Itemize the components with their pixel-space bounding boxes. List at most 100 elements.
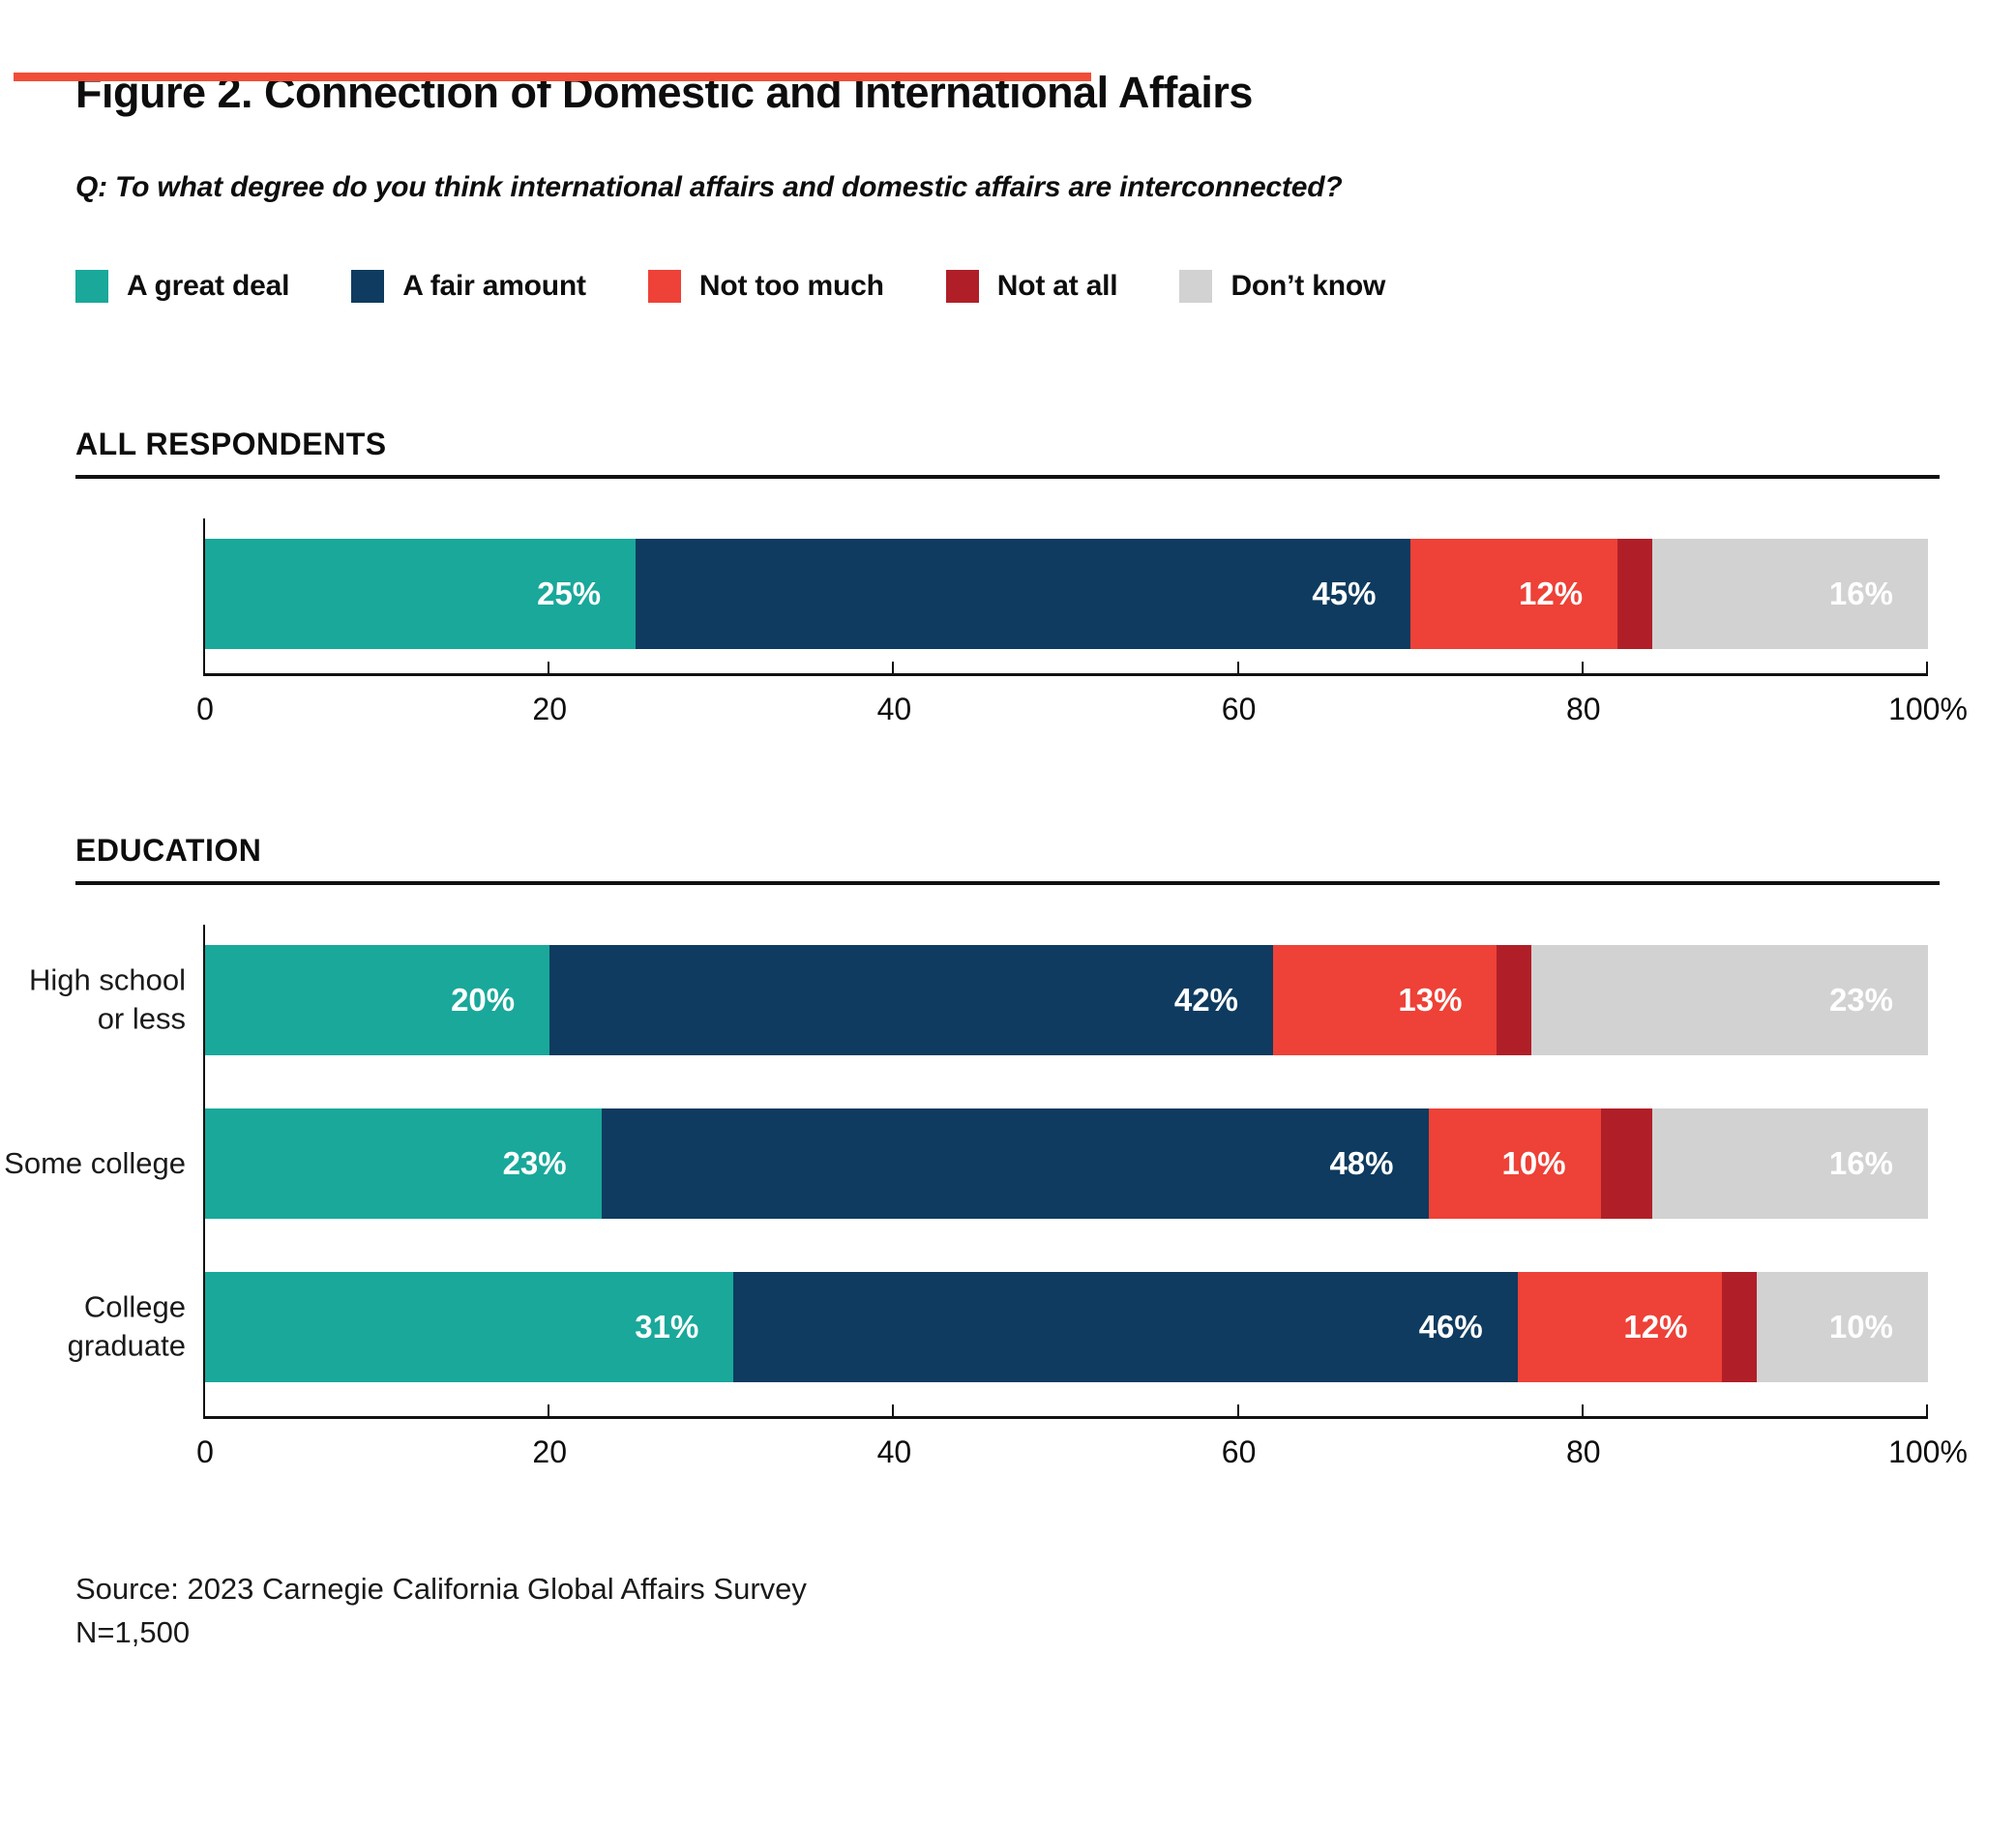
segment-value-label: 31%	[635, 1308, 699, 1344]
axis-tick-label: 60	[1221, 691, 1257, 726]
section-rule	[75, 880, 1940, 885]
segment-not-at-all	[1497, 944, 1532, 1055]
axis-tick-label: 20	[532, 691, 567, 726]
segment-not-at-all	[1617, 538, 1653, 649]
segment-value-label: 16%	[1828, 1144, 1893, 1181]
segment-value-label: 23%	[1828, 981, 1893, 1018]
segment-a-fair-amount: 42%	[549, 944, 1273, 1055]
legend-item-a-fair-amount: A fair amount	[351, 269, 586, 303]
section-heading-education: EDUCATION	[75, 832, 262, 868]
segment-don-t-know: 16%	[1652, 1108, 1928, 1219]
segment-a-fair-amount: 46%	[733, 1271, 1518, 1382]
segment-a-great-deal: 20%	[205, 944, 550, 1055]
x-axis	[205, 661, 1928, 676]
legend-label: Don’t know	[1230, 269, 1386, 302]
category-label: Some college	[4, 1145, 186, 1180]
stacked-bar: 31% 46% 12% 10%	[205, 1271, 1928, 1382]
axis-tick	[548, 1404, 550, 1419]
segment-value-label: 16%	[1828, 575, 1893, 611]
segment-a-great-deal: 25%	[205, 538, 637, 649]
segment-a-great-deal: 23%	[205, 1108, 602, 1219]
figure-page: Figure 2. Connection of Domestic and Int…	[0, 68, 2016, 1832]
bar-row: College graduate 31% 46% 12% 10%	[68, 1271, 1928, 1382]
axis-tick-label: 100%	[1888, 691, 1968, 726]
segment-value-label: 48%	[1329, 1144, 1394, 1181]
x-axis	[205, 1404, 1928, 1419]
segment-don-t-know: 23%	[1531, 944, 1928, 1055]
segment-not-too-much: 12%	[1517, 1271, 1723, 1382]
segment-a-great-deal: 31%	[205, 1271, 734, 1382]
chart-legend: A great deal A fair amount Not too much Not…	[75, 269, 1940, 303]
plot-area: 25% 45% 12% 16%	[203, 517, 1928, 676]
axis-tick	[1236, 661, 1239, 676]
segment-value-label: 20%	[451, 981, 516, 1018]
segment-value-label: 13%	[1398, 981, 1463, 1018]
y-axis	[203, 517, 205, 676]
segment-a-fair-amount: 45%	[636, 538, 1411, 649]
bar-row: 25% 45% 12% 16%	[205, 538, 1928, 649]
segment-value-label: 46%	[1418, 1308, 1483, 1344]
segment-value-label: 23%	[502, 1144, 567, 1181]
section-rule	[75, 474, 1940, 479]
segment-not-at-all	[1722, 1271, 1758, 1382]
axis-tick-label: 0	[196, 691, 214, 726]
legend-item-don-t-know: Don’t know	[1179, 269, 1386, 303]
category-label: High school or less	[29, 962, 186, 1036]
axis-tick	[1581, 661, 1584, 676]
axis-tick	[1236, 1404, 1239, 1419]
survey-question: Q: To what degree do you think internati…	[75, 170, 1343, 203]
x-axis-labels: 0 20 40 60 80 100%	[196, 691, 1968, 736]
category-label: College graduate	[67, 1289, 186, 1363]
stacked-bar: 25% 45% 12% 16%	[205, 538, 1928, 649]
legend-item-a-great-deal: A great deal	[75, 269, 290, 303]
legend-label: A fair amount	[402, 269, 586, 302]
y-axis	[203, 924, 205, 1419]
axis-tick-label: 0	[196, 1433, 214, 1469]
segment-value-label: 12%	[1519, 575, 1584, 611]
legend-label: Not too much	[698, 269, 884, 302]
segment-a-fair-amount: 48%	[601, 1108, 1429, 1219]
stacked-bar: 20% 42% 13% 23%	[205, 944, 1928, 1055]
axis-tick-label: 80	[1566, 691, 1601, 726]
segment-value-label: 45%	[1312, 575, 1377, 611]
axis-tick	[1926, 1404, 1928, 1419]
bar-row: High school or less 20% 42% 13% 23%	[29, 944, 1928, 1055]
chart-all-respondents: 25% 45% 12% 16% 0 20 40 60 80 100%	[75, 517, 1968, 736]
chart-education: High school or less 20% 42% 13% 23% Some colle…	[4, 924, 1968, 1479]
axis-tick-label: 40	[876, 1433, 912, 1469]
segment-don-t-know: 16%	[1652, 538, 1928, 649]
segment-not-at-all	[1600, 1108, 1653, 1219]
axis-tick-label: 20	[532, 1433, 567, 1469]
axis-tick	[548, 661, 550, 676]
axis-tick	[892, 1404, 895, 1419]
segment-not-too-much: 10%	[1428, 1108, 1601, 1219]
section-education: EDUCATION High school or less 20% 42% 13% 23%…	[4, 832, 1968, 1479]
legend-label: Not at all	[996, 269, 1118, 302]
bar-row: Some college 23% 48% 10% 16%	[4, 1108, 1928, 1219]
axis-tick-label: 60	[1221, 1433, 1257, 1469]
segment-value-label: 10%	[1828, 1308, 1893, 1344]
legend-label: A great deal	[127, 269, 290, 302]
stacked-bar: 23% 48% 10% 16%	[205, 1108, 1928, 1219]
legend-item-not-too-much: Not too much	[647, 269, 884, 303]
segment-don-t-know: 10%	[1757, 1271, 1928, 1382]
segment-not-too-much: 13%	[1272, 944, 1497, 1055]
segment-value-label: 10%	[1501, 1144, 1566, 1181]
segment-value-label: 12%	[1623, 1308, 1688, 1344]
section-heading-all-respondents: ALL RESPONDENTS	[75, 426, 387, 461]
section-all-respondents: ALL RESPONDENTS 25% 45% 12% 16% 0 20 40 60 80 10…	[75, 426, 1968, 736]
legend-item-not-at-all: Not at all	[945, 269, 1118, 303]
axis-tick-label: 80	[1566, 1433, 1601, 1469]
segment-not-too-much: 12%	[1410, 538, 1618, 649]
segment-value-label: 25%	[537, 575, 602, 611]
legend-swatch-not-too-much	[647, 269, 681, 303]
plot-area: High school or less 20% 42% 13% 23% Some colle…	[4, 924, 1928, 1419]
axis-tick-label: 100%	[1888, 1433, 1968, 1469]
sample-size: N=1,500	[75, 1614, 191, 1649]
legend-swatch-not-at-all	[945, 269, 979, 303]
legend-swatch-a-fair-amount	[351, 269, 385, 303]
source-note: Source: 2023 Carnegie California Global …	[75, 1568, 1940, 1655]
segment-value-label: 42%	[1173, 981, 1238, 1018]
source-line: Source: 2023 Carnegie California Global …	[75, 1571, 807, 1606]
axis-tick	[1581, 1404, 1584, 1419]
